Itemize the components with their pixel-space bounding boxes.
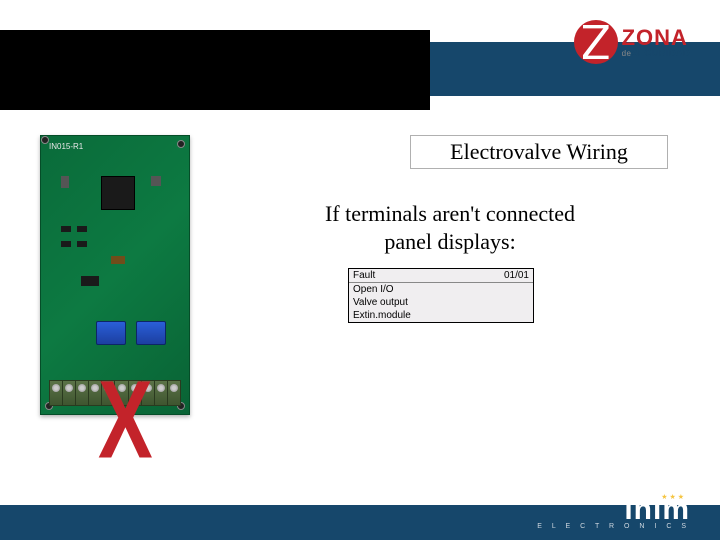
pcb-terminal xyxy=(50,381,63,405)
panel-row1-label: Fault xyxy=(353,270,489,281)
footer-logo-brand: inim xyxy=(624,495,690,525)
brand-logo-text: ZONA deSEGURIDAD xyxy=(622,27,690,58)
pcb-component xyxy=(77,226,87,232)
slide-title: Electrovalve Wiring xyxy=(410,135,668,169)
body-line-1: If terminals aren't connected xyxy=(325,201,575,226)
panel-row1-right: 01/01 xyxy=(489,270,529,281)
pcb-component xyxy=(81,276,99,286)
pcb-component xyxy=(111,256,125,264)
body-text: If terminals aren't connected panel disp… xyxy=(290,200,610,255)
pcb-terminal xyxy=(168,381,180,405)
pcb-terminal xyxy=(155,381,168,405)
footer-logo: ★ ★ ★ inim E L E C T R O N I C S xyxy=(537,494,690,530)
pcb-component xyxy=(61,176,69,188)
pcb-chip xyxy=(101,176,135,210)
panel-display: Fault 01/01 Open I/O Valve output Extin.… xyxy=(348,268,534,323)
panel-row-4: Extin.module xyxy=(349,309,533,322)
panel-row-1: Fault 01/01 xyxy=(349,269,533,283)
footer-logo-sub: E L E C T R O N I C S xyxy=(537,523,690,530)
pcb-relay xyxy=(136,321,166,345)
panel-row-3: Valve output xyxy=(349,296,533,309)
header-block xyxy=(0,30,430,110)
pcb-mounting-hole xyxy=(41,136,49,144)
error-mark-x: X xyxy=(98,365,153,475)
body-line-2: panel displays: xyxy=(384,229,515,254)
brand-logo-top: ZONA deSEGURIDAD xyxy=(574,20,690,64)
pcb-mounting-hole xyxy=(177,140,185,148)
pcb-component xyxy=(151,176,161,186)
pcb-silk-label: IN015-R1 xyxy=(49,142,83,151)
brand-logo-mark xyxy=(574,20,618,64)
brand-name: ZONA xyxy=(622,27,690,49)
brand-subtitle: deSEGURIDAD xyxy=(622,49,690,58)
pcb-component xyxy=(61,226,71,232)
pcb-terminal xyxy=(63,381,76,405)
pcb-component xyxy=(61,241,71,247)
pcb-relay xyxy=(96,321,126,345)
panel-row-2: Open I/O xyxy=(349,283,533,296)
pcb-terminal xyxy=(76,381,89,405)
pcb-component xyxy=(77,241,87,247)
